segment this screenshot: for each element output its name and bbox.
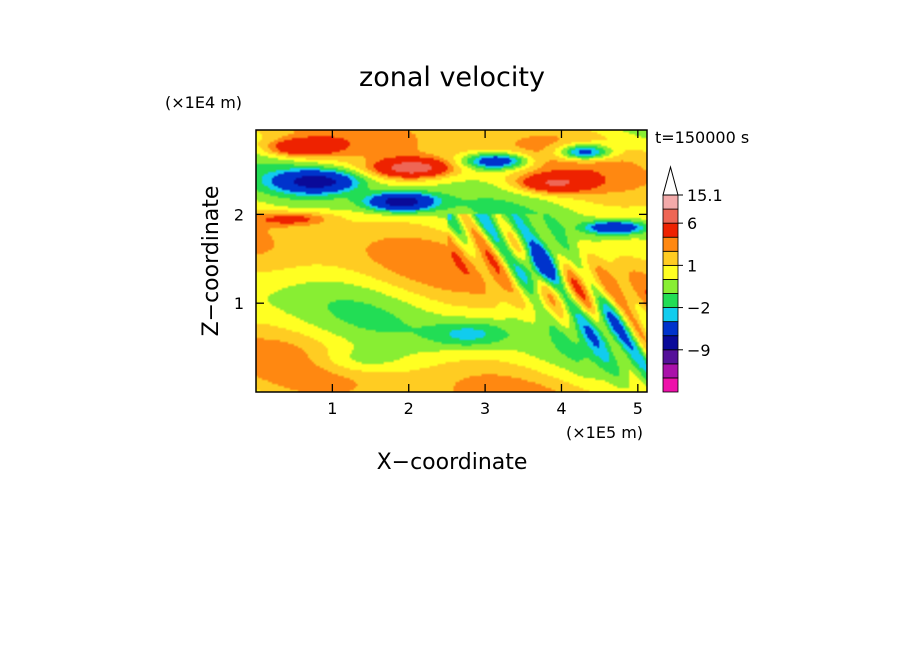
- x-tick-label: 4: [556, 399, 566, 418]
- x-axis-unit: (×1E5 m): [566, 423, 643, 442]
- x-tick-label: 1: [327, 399, 337, 418]
- x-axis-label: X−coordinate: [377, 450, 528, 475]
- colorbar-segment: [662, 208, 679, 224]
- colorbar-segment: [662, 279, 679, 294]
- colorbar-tick-label: 6: [687, 214, 697, 233]
- y-tick-label: 1: [234, 294, 244, 313]
- colorbar: 15.1 6 1 −2 −9: [662, 165, 723, 393]
- y-axis-label: Z−coordinate: [199, 186, 224, 337]
- colorbar-arrow: [662, 165, 679, 196]
- colorbar-segment: [662, 363, 679, 379]
- colorbar-segment: [662, 236, 679, 252]
- colorbar-segment: [662, 307, 679, 323]
- colorbar-segment: [662, 264, 679, 280]
- colorbar-segment: [662, 293, 679, 308]
- y-tick-label: 2: [234, 205, 244, 224]
- plot-frame: [255, 129, 648, 393]
- y-axis-ticks: 12: [234, 205, 647, 313]
- colorbar-segment: [662, 222, 679, 238]
- colorbar-segment: [662, 349, 679, 365]
- colorbar-tick-label: −2: [687, 299, 711, 318]
- chart-title: zonal velocity: [359, 62, 545, 93]
- colorbar-segment: [662, 250, 679, 266]
- colorbar-segment: [662, 321, 679, 337]
- y-axis-unit: (×1E4 m): [165, 93, 242, 112]
- colorbar-segment: [662, 377, 679, 393]
- x-tick-label: 5: [633, 399, 643, 418]
- time-label: t=150000 s: [655, 128, 749, 147]
- velocity-field: [256, 130, 647, 392]
- colorbar-tick-label: −9: [687, 341, 711, 360]
- x-axis-ticks: 1 2 3 4 5: [327, 130, 643, 418]
- colorbar-segment: [662, 335, 679, 351]
- x-tick-label: 2: [404, 399, 414, 418]
- x-tick-label: 3: [480, 399, 490, 418]
- colorbar-tick-label: 1: [687, 256, 697, 275]
- colorbar-segment: [662, 194, 679, 210]
- colorbar-tick-label: 15.1: [687, 186, 723, 205]
